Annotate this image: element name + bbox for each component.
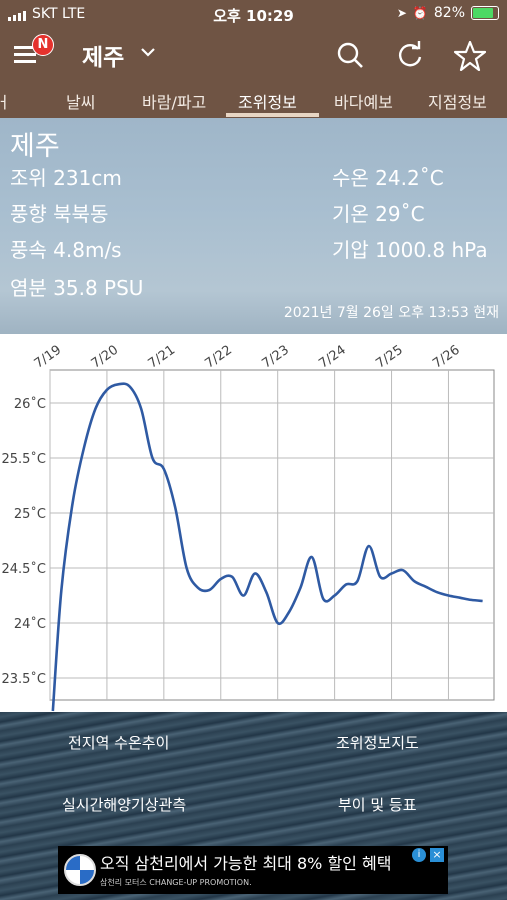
plot-area <box>49 369 495 701</box>
y-tick-label: 25˚C <box>14 506 46 522</box>
carrier-label: SKT LTE <box>32 6 86 22</box>
realtime-observation-link[interactable]: 실시간해양기상관측 <box>62 796 187 814</box>
ad-text: 오직 삼천리에서 가능한 최대 8% 할인 혜택 <box>100 854 392 873</box>
signal-icon <box>8 11 26 21</box>
app-bar: N 제주 <box>0 30 507 80</box>
x-tick-label: 7/23 <box>259 343 292 372</box>
refresh-icon[interactable] <box>396 41 424 69</box>
active-tab-indicator <box>226 113 319 117</box>
buoy-link[interactable]: 부이 및 등표 <box>338 796 417 814</box>
search-icon[interactable] <box>336 41 364 69</box>
alarm-icon: ⏰ <box>412 6 428 20</box>
notification-badge: N <box>32 34 54 56</box>
x-tick-label: 7/22 <box>202 343 235 372</box>
chart-svg: 7/19 7/20 7/21 7/22 7/23 7/24 7/25 7/26 26˚C 25.5… <box>1 343 495 712</box>
location-icon: ➤ <box>396 6 407 20</box>
ad-info-icon[interactable]: i <box>412 848 426 862</box>
x-tick-label: 7/20 <box>89 343 122 372</box>
water-temperature: 수온 24.2˚C <box>332 166 444 190</box>
y-tick-label: 25.5˚C <box>1 451 46 467</box>
station-summary: 제주 조위 231cm 풍향 북북동 풍속 4.8m/s 염분 35.8 PSU… <box>0 118 507 334</box>
air-temperature: 기온 29˚C <box>332 202 425 226</box>
y-tick-label: 26˚C <box>14 396 46 412</box>
updated-timestamp: 2021년 7월 26일 오후 13:53 현재 <box>283 305 499 321</box>
location-title[interactable]: 제주 <box>82 45 125 71</box>
tide-level: 조위 231cm <box>10 166 122 190</box>
x-tick-label: 7/21 <box>146 343 179 372</box>
all-regions-temp-link[interactable]: 전지역 수온추이 <box>68 734 170 752</box>
tab-weather[interactable]: 날씨 <box>66 93 96 112</box>
ad-banner[interactable]: 오직 삼천리에서 가능한 최대 8% 할인 혜택 삼천리 모터스 CHANGE-… <box>58 846 448 894</box>
air-pressure: 기압 1000.8 hPa <box>332 238 488 262</box>
battery-percent: 82% <box>433 5 465 21</box>
x-tick-label: 7/19 <box>32 343 65 372</box>
chevron-down-icon[interactable] <box>140 44 156 60</box>
ad-subtext: 삼천리 모터스 CHANGE-UP PROMOTION. <box>100 878 252 887</box>
salinity: 염분 35.8 PSU <box>10 276 144 300</box>
x-tick-label: 7/25 <box>373 343 406 372</box>
battery-icon <box>471 6 499 20</box>
water-temp-chart: 7/19 7/20 7/21 7/22 7/23 7/24 7/25 7/26 26˚C 25.5… <box>0 334 507 712</box>
y-tick-label: 24.5˚C <box>1 561 46 577</box>
tab-sea-forecast[interactable]: 바다예보 <box>334 93 393 112</box>
y-tick-label: 23.5˚C <box>1 671 46 687</box>
x-tick-label: 7/24 <box>316 343 349 372</box>
station-name: 제주 <box>10 131 60 162</box>
x-tick-label: 7/26 <box>430 343 463 372</box>
tab-wind-wave[interactable]: 바람/파고 <box>142 93 207 112</box>
wind-direction: 풍향 북북동 <box>10 202 109 226</box>
ad-close-button[interactable]: × <box>430 848 444 862</box>
tab-tide-info[interactable]: 조위정보 <box>238 93 297 112</box>
tab-station-info[interactable]: 지점정보 <box>428 93 487 112</box>
tab-partial[interactable]: ㅓ <box>0 93 11 112</box>
tide-map-link[interactable]: 조위정보지도 <box>336 734 419 752</box>
wind-speed: 풍속 4.8m/s <box>10 238 122 262</box>
y-tick-label: 24˚C <box>14 616 46 632</box>
menu-button[interactable]: N <box>14 34 54 64</box>
tab-bar: ㅓ 날씨 바람/파고 조위정보 바다예보 지점정보 <box>0 80 507 118</box>
series-line <box>51 382 483 712</box>
clock: 오후 10:29 <box>213 7 294 25</box>
status-bar: SKT LTE 오후 10:29 ➤ ⏰ 82% <box>0 0 507 30</box>
star-icon[interactable] <box>454 41 486 71</box>
bmw-logo <box>64 854 96 886</box>
